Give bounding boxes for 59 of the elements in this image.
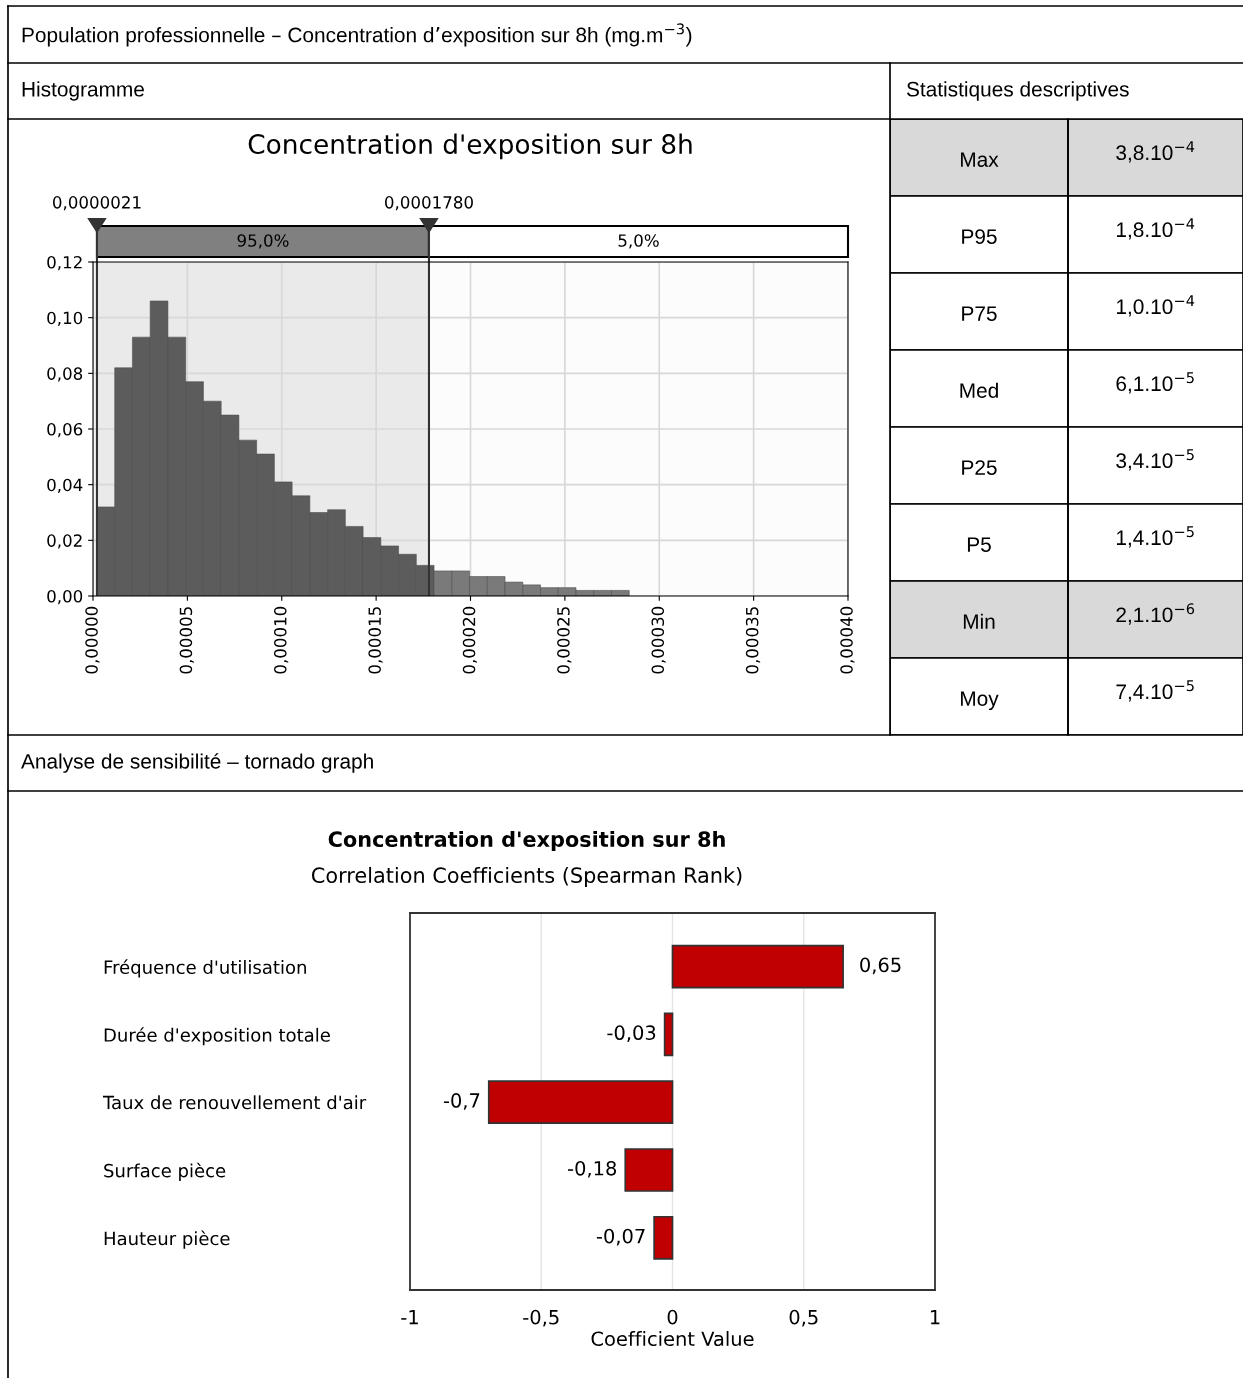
y-tick-label: 0,02 — [47, 534, 82, 549]
data-label: -0,18 — [568, 1160, 617, 1178]
category-label: P75 — [962, 306, 997, 321]
y-tick-label: Surface pièce — [104, 1162, 226, 1181]
data-label: -0,03 — [607, 1025, 656, 1042]
data-label: -0,07 — [596, 1228, 645, 1246]
y-tick-label: Durée d'exposition totale — [104, 1027, 330, 1046]
x-tick-label: -0,5 — [523, 1309, 559, 1327]
x-tick-label: 0,00000 — [85, 606, 100, 674]
text: Analyse de sensibilité – tornado graph — [21, 753, 373, 773]
text: 1,0.10$^{−4}$ — [1116, 295, 1195, 317]
text: 3,4.10$^{−5}$ — [1116, 449, 1194, 471]
y-tick-label: 0,00 — [47, 589, 83, 605]
x-tick-label: 0,00005 — [179, 607, 194, 674]
category-label: P95 — [962, 229, 997, 244]
ref-line-label: 0,0001780 — [385, 196, 473, 211]
text: 7,4.10$^{−5}$ — [1116, 680, 1194, 702]
band-label: 95,0% — [237, 234, 289, 249]
x-tick-label: 0,00035 — [745, 607, 761, 674]
category-label: Med — [960, 382, 998, 398]
text: 1,4.10$^{−5}$ — [1116, 526, 1194, 548]
category-label: P5 — [967, 537, 991, 552]
ref-line-label: 0,0000021 — [53, 196, 141, 211]
x-tick-label: 0,00030 — [651, 606, 666, 674]
text: 1,8.10$^{−4}$ — [1116, 218, 1195, 240]
chart-subtitle: Correlation Coefficients (Spearman Rank) — [311, 866, 742, 888]
category-label: Min — [963, 613, 995, 629]
chart-title: Concentration d'exposition sur 8h — [248, 133, 692, 160]
x-tick-label: 0 — [667, 1309, 678, 1325]
x-tick-label: 0,00010 — [273, 606, 289, 674]
x-tick-label: 0,00040 — [840, 606, 855, 674]
x-tick-label: 0,00025 — [557, 607, 572, 674]
text: 6,1.10$^{−5}$ — [1116, 372, 1194, 394]
text: Statistiques descriptives — [906, 81, 1129, 101]
text: 3,8.10$^{−4}$ — [1116, 141, 1195, 163]
x-tick-label: 0,5 — [789, 1309, 818, 1327]
category-label: P25 — [962, 460, 997, 475]
y-tick-label: 0,06 — [47, 422, 83, 438]
data-label: 0,65 — [860, 957, 901, 975]
text: Histogramme — [22, 81, 144, 101]
text: 2,1.10$^{−6}$ — [1116, 603, 1195, 625]
text: Population professionnelle – Concentration d’exposition sur 8h (mg.m$^{−3}$) — [22, 23, 692, 47]
y-tick-label: Fréquence d'utilisation — [104, 959, 306, 978]
x-tick-label: 1 — [930, 1310, 940, 1325]
y-tick-label: 0,12 — [47, 255, 82, 271]
y-tick-label: 0,10 — [47, 311, 83, 326]
y-tick-label: Hauteur pièce — [104, 1230, 230, 1249]
y-tick-label: Taux de renouvellement d'air — [102, 1095, 367, 1110]
data-label: -0,7 — [443, 1093, 480, 1110]
x-tick-label: 0,00020 — [462, 606, 478, 674]
band-label: 5,0% — [618, 234, 659, 249]
y-tick-label: 0,04 — [47, 478, 83, 493]
x-axis-title: Coefficient Value — [591, 1331, 754, 1347]
category-label: Moy — [961, 691, 999, 711]
y-tick-label: 0,08 — [47, 367, 83, 382]
category-label: Max — [961, 152, 999, 167]
chart-title: Concentration d'exposition sur 8h — [328, 830, 725, 852]
x-tick-label: 0,00015 — [368, 607, 383, 674]
x-tick-label: -1 — [401, 1310, 418, 1325]
